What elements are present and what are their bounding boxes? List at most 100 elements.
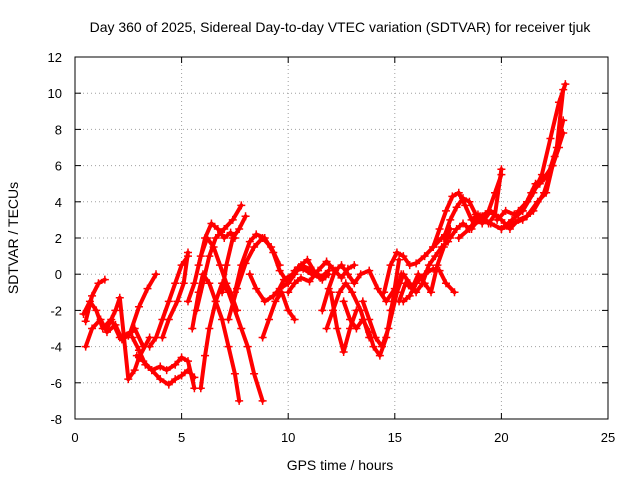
y-tick-label: 2 [55,231,62,246]
data-point [386,306,395,315]
data-point [284,306,293,315]
data-point [501,206,510,215]
data-point [446,234,455,242]
data-point [177,371,186,380]
data-point [179,279,188,288]
data-point [514,206,523,215]
data-point [271,297,280,306]
data-point [171,279,180,288]
data-point [405,291,414,300]
data-point [143,284,152,293]
y-tick-label: -2 [50,303,62,318]
data-point [226,228,235,237]
data-point [429,243,438,252]
series-trace [275,257,331,295]
data-point [288,270,297,279]
data-point [322,324,331,333]
data-point [147,366,156,375]
data-point [343,270,352,279]
data-point [194,261,203,270]
data-point [427,288,436,297]
series-s2 [81,275,109,326]
y-tick-label: 8 [55,122,62,137]
series-s6 [132,351,199,389]
data-point [356,270,365,279]
data-point [245,270,254,279]
data-point [260,234,269,242]
data-point [188,324,197,333]
series-s27 [386,237,453,315]
series-trace [286,259,357,295]
series-s8 [158,248,192,342]
data-point [224,342,233,351]
grid-lines [75,57,608,419]
y-tick-label: -4 [50,340,62,355]
y-axis-label: SDTVAR / TECUs [5,182,21,294]
data-point [554,143,563,152]
data-point [152,270,161,279]
series-trace [382,226,453,295]
data-point [284,288,293,297]
axis-ticks: 0 5 10 15 20 25 -8 -6 -4 -2 0 2 4 6 8 10 12 [48,50,616,445]
data-point [164,315,173,324]
series-s14 [218,212,250,297]
data-point [337,273,346,282]
data-point [237,261,246,270]
data-point [450,288,459,297]
data-point [322,257,331,266]
data-point [100,275,109,284]
data-point [164,380,173,389]
data-point [213,224,222,233]
data-point [299,264,308,273]
data-point [561,80,570,89]
data-point [401,279,410,288]
data-point [222,261,231,270]
data-point [497,165,506,174]
data-point [228,215,237,224]
data-point [459,194,468,203]
data-point [369,342,378,351]
data-point [335,288,344,297]
data-point [190,373,199,382]
data-point [190,279,199,288]
data-point [412,279,421,288]
data-point [111,306,120,315]
data-point [384,324,393,333]
data-point [201,234,210,242]
data-point [81,317,90,326]
data-point [290,315,299,324]
series-trace [130,335,197,391]
data-point [486,219,495,228]
data-point [211,234,220,242]
data-point [220,234,229,242]
data-point [290,279,299,288]
x-tick-label: 20 [494,430,508,445]
data-point [467,224,476,233]
data-point [162,366,171,375]
data-point [395,255,404,264]
data-point [243,342,252,351]
data-point [196,384,205,393]
data-point [81,342,90,351]
series-trace [388,239,451,313]
data-point [350,279,359,288]
data-point [201,351,210,360]
data-point [399,252,408,261]
data-point [373,284,382,293]
data-point [365,315,374,324]
data-point [399,270,408,279]
data-point [424,261,433,270]
data-point [92,306,101,315]
data-point [273,288,282,297]
data-point [435,224,444,233]
data-point [296,273,305,282]
data-point [486,206,495,215]
data-point [258,333,267,342]
data-point [124,375,133,384]
data-point [476,215,485,224]
data-point [341,279,350,288]
data-point [177,353,186,362]
data-point [173,297,182,306]
y-tick-label: 12 [48,50,62,65]
data-point [348,288,357,297]
